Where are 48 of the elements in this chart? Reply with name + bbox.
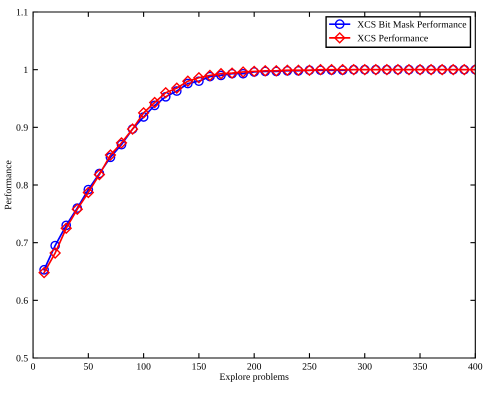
x-tick-label: 300 [358,363,372,370]
x-tick-label: 50 [84,363,93,370]
point [238,68,248,79]
point [83,184,94,194]
point [60,222,72,234]
x-tick-label: 200 [247,363,262,370]
point [182,78,193,88]
point [116,140,126,150]
point [160,87,172,98]
x-tick-label: 350 [413,363,427,370]
x-tick-label: 250 [302,363,316,370]
point [138,107,150,119]
point [160,92,171,102]
point [149,96,160,108]
point [50,247,61,259]
y-tick-label: 0.6 [16,297,28,304]
point [238,66,249,78]
x-tick-label: 100 [137,363,151,370]
point [182,76,194,87]
y-tick-label: 1 [24,66,28,74]
x-tick-label: 150 [192,363,206,370]
point [106,152,116,162]
y-tick-label: 1.1 [16,8,28,16]
point [61,220,72,230]
y-tick-label: 0.5 [16,354,28,362]
x-tick-label: 0 [30,363,36,370]
point [82,186,94,198]
y-tick-label: 0.8 [16,182,28,189]
point [39,264,49,275]
point [215,68,227,80]
x-axis-title: Explore problems [220,373,289,382]
y-axis-title: Performance [4,160,12,210]
point [116,137,128,149]
point [150,100,160,110]
point [38,267,50,278]
legend-label: XCS Bit Mask Performance [357,20,466,28]
point [172,86,182,96]
point [194,76,204,86]
point [216,70,226,80]
point [138,112,148,122]
point [50,240,60,250]
point [104,149,116,161]
x-tick-label: 400 [468,363,482,370]
point [193,72,204,84]
y-tick-label: 0.9 [16,124,28,131]
y-tick-label: 0.7 [16,240,28,246]
legend-label: XCS Performance [357,34,428,42]
point [171,82,182,94]
